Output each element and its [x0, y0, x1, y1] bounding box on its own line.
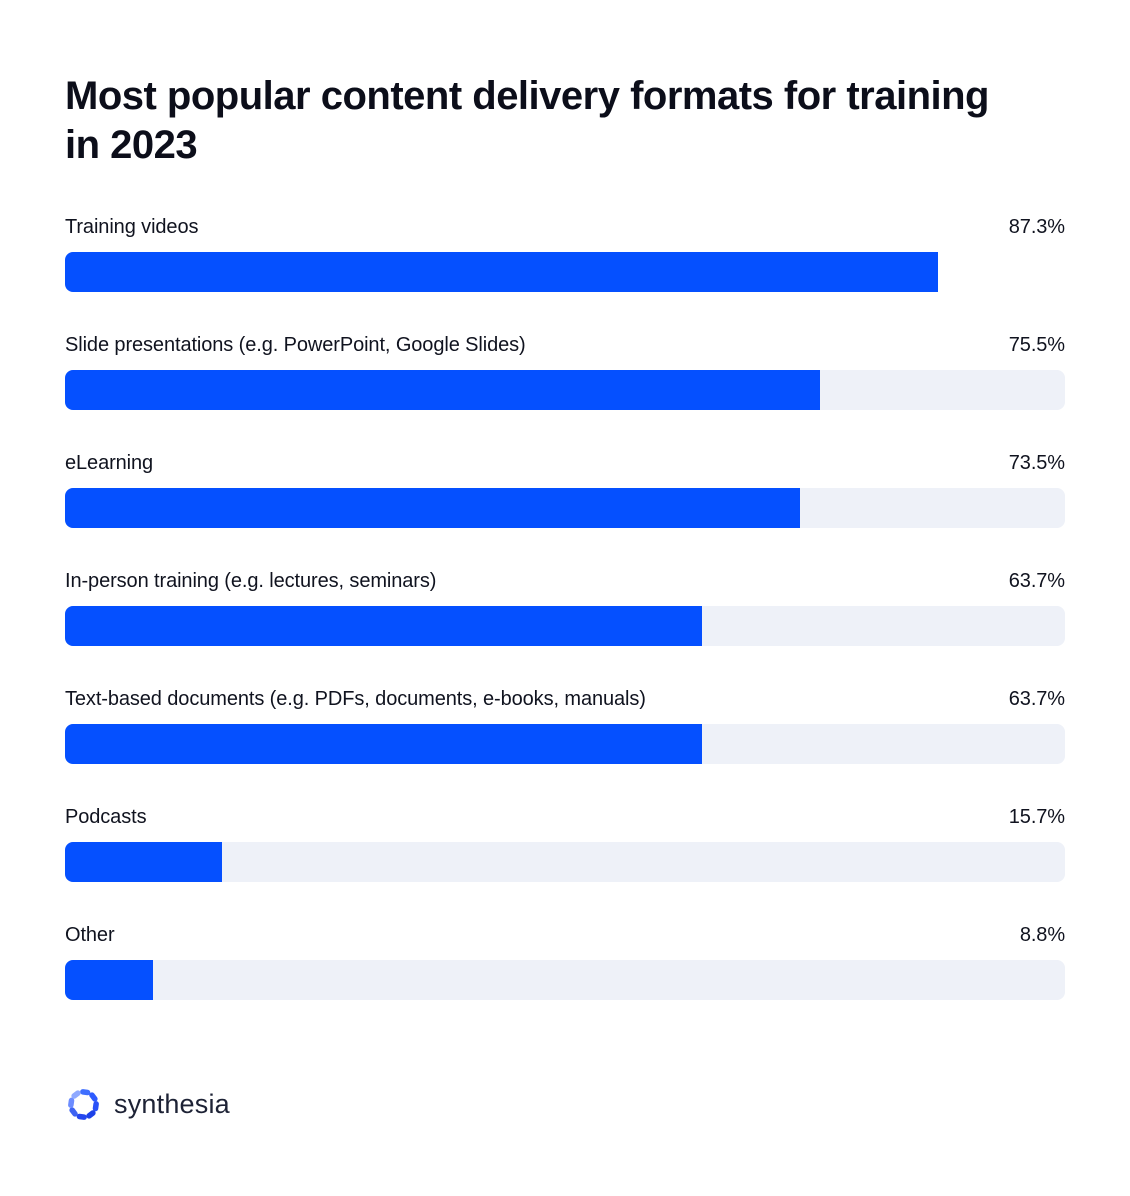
- bar-value: 75.5%: [1008, 333, 1065, 356]
- bar-fill: [65, 723, 702, 764]
- bar-track: [65, 841, 1065, 882]
- bar-fill: [65, 487, 800, 528]
- bar-rows: Training videos 87.3% Slide presentation…: [65, 216, 1065, 1000]
- bar-label: eLearning: [65, 451, 154, 474]
- bar-label: In-person training (e.g. lectures, semin…: [65, 569, 437, 592]
- bar-head: Slide presentations (e.g. PowerPoint, Go…: [65, 334, 1065, 357]
- bar-row: Other 8.8%: [65, 924, 1065, 1000]
- bar-head: Other 8.8%: [65, 924, 1065, 947]
- bar-fill: [65, 251, 938, 292]
- bar-fill: [65, 369, 820, 410]
- bar-value: 63.7%: [1008, 569, 1065, 592]
- bar-fill: [65, 841, 222, 882]
- brand-wordmark: synthesia: [114, 1088, 230, 1119]
- bar-track: [65, 369, 1065, 410]
- brand-footer: synthesia: [65, 1086, 1065, 1123]
- bar-row: Training videos 87.3%: [65, 216, 1065, 292]
- bar-head: In-person training (e.g. lectures, semin…: [65, 570, 1065, 593]
- page-title: Most popular content delivery formats fo…: [65, 74, 989, 167]
- bar-head: Podcasts 15.7%: [65, 806, 1065, 829]
- bar-track: [65, 605, 1065, 646]
- bar-row: eLearning 73.5%: [65, 452, 1065, 528]
- bar-value: 87.3%: [1008, 215, 1065, 238]
- bar-head: eLearning 73.5%: [65, 452, 1065, 475]
- bar-row: Slide presentations (e.g. PowerPoint, Go…: [65, 334, 1065, 410]
- bar-label: Podcasts: [65, 805, 147, 828]
- bar-value: 73.5%: [1008, 451, 1065, 474]
- bar-row: In-person training (e.g. lectures, semin…: [65, 570, 1065, 646]
- bar-label: Other: [65, 923, 115, 946]
- bar-fill: [65, 605, 702, 646]
- bar-value: 63.7%: [1008, 687, 1065, 710]
- bar-track: [65, 723, 1065, 764]
- bar-value: 8.8%: [1019, 923, 1065, 946]
- synthesia-octagon-icon: [68, 1088, 99, 1120]
- bar-fill: [65, 959, 153, 1000]
- bar-value: 15.7%: [1008, 805, 1065, 828]
- bar-row: Podcasts 15.7%: [65, 806, 1065, 882]
- bar-label: Slide presentations (e.g. PowerPoint, Go…: [65, 333, 526, 356]
- bar-head: Training videos 87.3%: [65, 216, 1065, 239]
- bar-track: [65, 251, 1065, 292]
- bar-track: [65, 487, 1065, 528]
- bar-label: Training videos: [65, 215, 199, 238]
- bar-label: Text-based documents (e.g. PDFs, documen…: [65, 687, 646, 710]
- bar-head: Text-based documents (e.g. PDFs, documen…: [65, 688, 1065, 711]
- bar-track: [65, 959, 1065, 1000]
- bar-row: Text-based documents (e.g. PDFs, documen…: [65, 688, 1065, 764]
